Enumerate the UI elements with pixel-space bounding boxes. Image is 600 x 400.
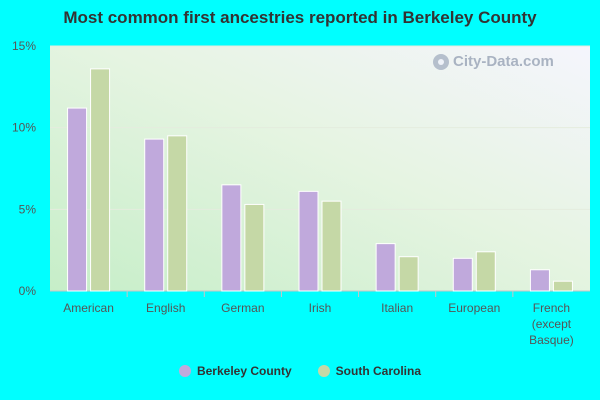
legend-label-berkeley-county: Berkeley County xyxy=(196,364,292,378)
watermark: City-Data.com xyxy=(433,53,554,70)
x-tick-label: Irish xyxy=(309,301,332,315)
bar-berkeley-county xyxy=(452,257,473,292)
x-tick-label: English xyxy=(146,301,185,315)
bar-berkeley-county xyxy=(67,107,88,292)
bar-south-carolina xyxy=(244,203,265,292)
y-tick-label: 15% xyxy=(12,39,36,53)
legend-item-berkeley-county: Berkeley County xyxy=(178,364,292,378)
plot-area xyxy=(50,46,590,291)
bar-south-carolina xyxy=(90,68,111,292)
x-tick-label: American xyxy=(63,301,114,315)
x-axis: American English German Irish Italian Europea… xyxy=(63,291,574,347)
bar-berkeley-county xyxy=(529,269,550,292)
legend-swatch-south-carolina xyxy=(317,365,330,377)
y-tick-label: 0% xyxy=(19,284,37,298)
bar-south-carolina xyxy=(321,200,342,292)
bar-berkeley-county xyxy=(221,184,242,292)
bar-south-carolina xyxy=(475,251,496,292)
watermark-text: City-Data.com xyxy=(453,53,554,70)
y-tick-label: 5% xyxy=(19,202,37,216)
bar-south-carolina xyxy=(398,256,419,292)
gridlines xyxy=(50,45,590,292)
x-tick-label: European xyxy=(448,301,500,315)
legend-item-south-carolina: South Carolina xyxy=(317,364,422,378)
x-tick-label: German xyxy=(221,301,264,315)
legend: Berkeley County South Carolina xyxy=(0,364,600,378)
bar-south-carolina xyxy=(552,280,573,292)
bar-south-carolina xyxy=(167,135,188,292)
x-tick-label: Italian xyxy=(381,301,413,315)
bar-berkeley-county xyxy=(375,243,396,292)
y-tick-label: 10% xyxy=(12,121,36,135)
bar-berkeley-county xyxy=(298,190,319,292)
x-tick-label: French (except Basque) xyxy=(529,301,574,347)
bar-berkeley-county xyxy=(144,138,165,292)
magnifier-icon xyxy=(433,53,449,70)
bars xyxy=(67,68,573,292)
legend-label-south-carolina: South Carolina xyxy=(335,364,422,378)
y-axis: 0% 5% 10% 15% xyxy=(12,39,36,298)
legend-swatch-berkeley-county xyxy=(178,365,191,377)
chart-title: Most common first ancestries reported in… xyxy=(63,8,537,27)
